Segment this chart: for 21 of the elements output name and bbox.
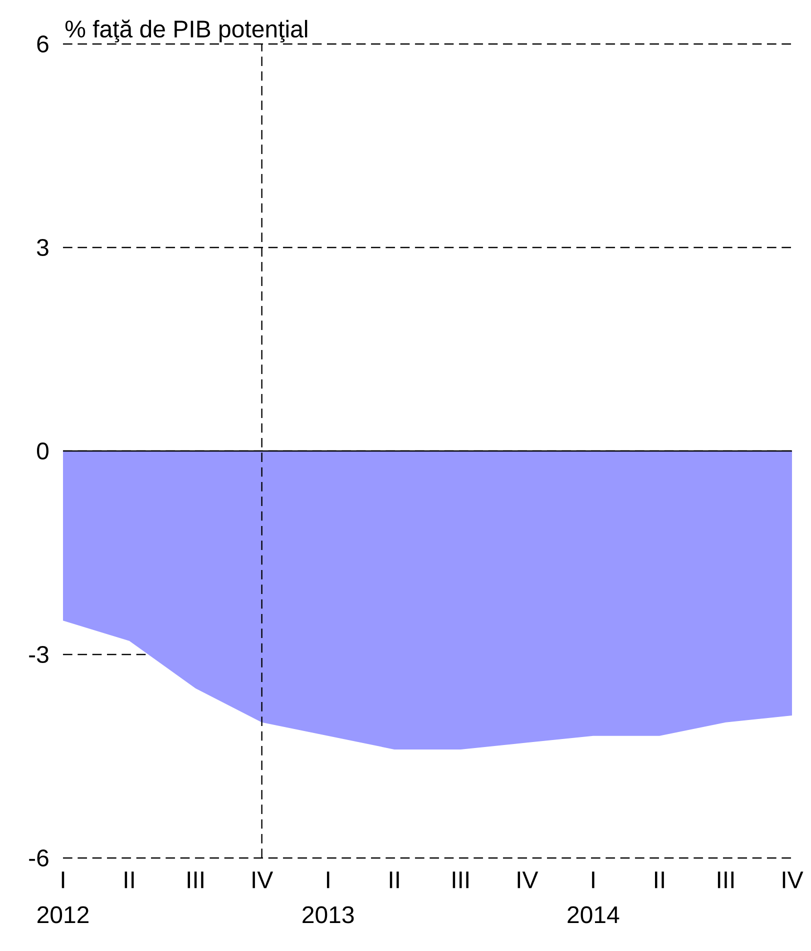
x-tick-label: IV <box>518 872 538 888</box>
y-axis-title: % faţă de PIB potenţial <box>65 20 307 42</box>
x-tick-label: I <box>62 872 64 888</box>
y-tick-label: 0 <box>36 442 48 460</box>
x-tick-label: II <box>390 872 399 888</box>
x-tick-label: I <box>592 872 594 888</box>
y-tick-label: -6 <box>28 849 48 866</box>
x-tick-label: III <box>188 872 204 888</box>
x-tick-label: IV <box>252 872 273 888</box>
text: 2014 <box>568 906 620 924</box>
x-tick-label: III <box>452 872 468 888</box>
x-tick-label: IV <box>782 872 804 888</box>
x-tick-label: III <box>718 872 734 888</box>
text: 2012 <box>37 906 88 924</box>
x-tick-label: I <box>326 872 330 888</box>
text: 2013 <box>302 906 354 924</box>
y-tick-label: 6 <box>37 36 48 52</box>
x-tick-label: II <box>124 872 134 888</box>
y-tick-label: 3 <box>36 239 48 256</box>
x-tick-label: II <box>654 872 664 888</box>
y-tick-label: -3 <box>28 646 48 663</box>
